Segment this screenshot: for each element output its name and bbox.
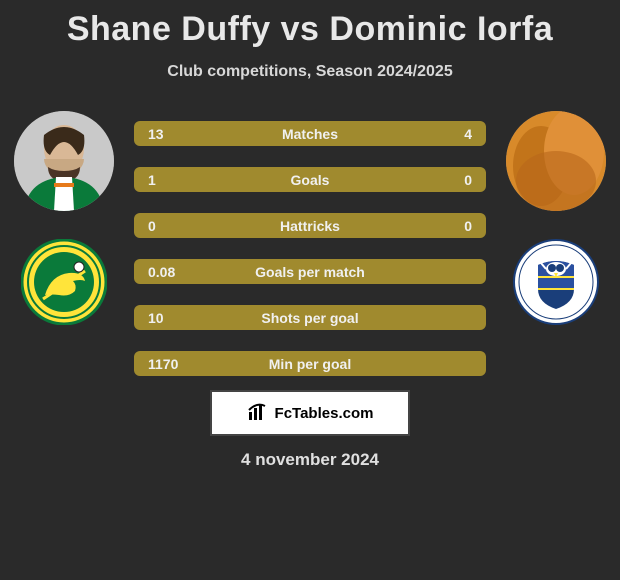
stat-row-matches: 13 Matches 4 bbox=[134, 121, 486, 146]
date-line: 4 november 2024 bbox=[241, 450, 379, 470]
stat-row-min-per-goal: 1170 Min per goal bbox=[134, 351, 486, 376]
stat-row-goals-per-match: 0.08 Goals per match bbox=[134, 259, 486, 284]
stat-right-value: 4 bbox=[422, 126, 472, 142]
stats-column: 13 Matches 4 1 Goals 0 0 Hattricks 0 0.0… bbox=[120, 121, 500, 376]
stat-row-shots-per-goal: 10 Shots per goal bbox=[134, 305, 486, 330]
attribution-badge[interactable]: FcTables.com bbox=[210, 390, 410, 436]
content-row: 13 Matches 4 1 Goals 0 0 Hattricks 0 0.0… bbox=[0, 111, 620, 376]
player-left-column bbox=[8, 111, 120, 325]
stat-label: Goals bbox=[198, 172, 422, 188]
stat-label: Shots per goal bbox=[198, 310, 422, 326]
player-left-avatar bbox=[14, 111, 114, 211]
stat-left-value: 1 bbox=[148, 172, 198, 188]
stat-label: Goals per match bbox=[198, 264, 422, 280]
page-title: Shane Duffy vs Dominic Iorfa bbox=[67, 10, 553, 49]
stat-right-value: 0 bbox=[422, 218, 472, 234]
stat-left-value: 1170 bbox=[148, 356, 198, 372]
stat-left-value: 13 bbox=[148, 126, 198, 142]
club-right-badge bbox=[513, 239, 599, 325]
stat-left-value: 0 bbox=[148, 218, 198, 234]
stat-left-value: 0.08 bbox=[148, 264, 198, 280]
subtitle: Club competitions, Season 2024/2025 bbox=[167, 63, 452, 81]
stat-left-value: 10 bbox=[148, 310, 198, 326]
stat-label: Matches bbox=[198, 126, 422, 142]
stat-row-goals: 1 Goals 0 bbox=[134, 167, 486, 192]
stat-right-value: 0 bbox=[422, 172, 472, 188]
player-right-column bbox=[500, 111, 612, 325]
stat-label: Min per goal bbox=[198, 356, 422, 372]
stat-row-hattricks: 0 Hattricks 0 bbox=[134, 213, 486, 238]
club-left-badge bbox=[21, 239, 107, 325]
player-right-avatar bbox=[506, 111, 606, 211]
stat-label: Hattricks bbox=[198, 218, 422, 234]
footer-logo-icon bbox=[247, 400, 269, 427]
comparison-card: Shane Duffy vs Dominic Iorfa Club compet… bbox=[0, 0, 620, 470]
footer-text: FcTables.com bbox=[275, 405, 374, 422]
